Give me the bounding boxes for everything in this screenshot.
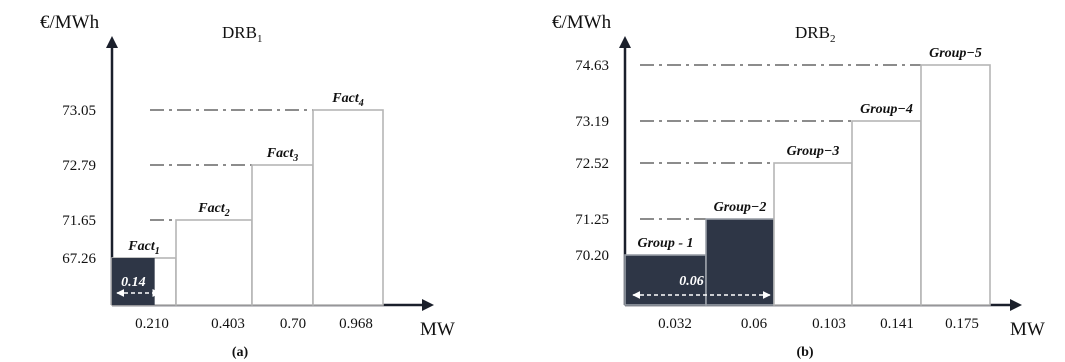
y-tick-label: 70.20 <box>575 248 609 264</box>
x-tick-label: 0.403 <box>211 316 245 332</box>
block-label: Fact3 <box>266 146 298 164</box>
price-block <box>251 164 314 306</box>
x-tick-label: 0.968 <box>339 316 373 332</box>
y-tick-label: 73.05 <box>62 103 96 119</box>
y-tick-label: 72.79 <box>62 158 96 174</box>
panel-b-plot: 70.20 71.25 72.52 73.19 74.63 Group - 1 Group−… <box>575 36 1022 332</box>
highlight-value-label: 0.14 <box>121 275 146 290</box>
x-tick-label: 0.141 <box>880 316 914 332</box>
panel-b-title: DRB2 <box>795 23 835 45</box>
panel-a-ylabel: €/MWh <box>40 12 100 33</box>
block-label: Fact4 <box>331 91 363 109</box>
y-axis-arrow <box>619 36 631 48</box>
y-tick-label: 71.25 <box>575 212 609 228</box>
panel-b-caption: (b) <box>796 345 813 360</box>
panel-b-xlabel: MW <box>1010 319 1045 340</box>
x-tick-label: 0.70 <box>280 316 306 332</box>
x-tick-label: 0.175 <box>945 316 979 332</box>
x-axis-arrow <box>1010 299 1022 311</box>
y-tick-label: 67.26 <box>62 251 96 267</box>
y-axis-arrow <box>106 36 118 48</box>
highlight-region <box>112 258 155 305</box>
price-block <box>312 109 384 306</box>
x-tick-label: 0.06 <box>741 316 768 332</box>
y-tick-label: 74.63 <box>575 58 609 74</box>
price-block <box>851 120 922 306</box>
block-label: Group - 1 <box>637 236 693 251</box>
x-tick-label: 0.103 <box>812 316 846 332</box>
block-label: Fact2 <box>197 201 229 219</box>
x-tick-label: 0.210 <box>135 316 169 332</box>
price-block <box>773 162 853 306</box>
y-tick-label: 71.65 <box>62 213 96 229</box>
y-tick-label: 72.52 <box>575 156 609 172</box>
block-label: Group−4 <box>860 102 913 117</box>
price-block <box>705 218 775 306</box>
x-tick-label: 0.032 <box>658 316 692 332</box>
block-label: Group−2 <box>714 200 767 215</box>
price-block <box>175 219 253 306</box>
block-label: Group−3 <box>787 144 840 159</box>
block-label: Group−5 <box>929 46 982 61</box>
panel-a-caption: (a) <box>232 345 249 360</box>
panel-b-ylabel: €/MWh <box>552 12 612 33</box>
y-tick-label: 73.19 <box>575 114 609 130</box>
panel-a-xlabel: MW <box>420 319 455 340</box>
panel-a-plot: 67.26 71.65 72.79 73.05 Fact1 Fact2 Fact3 Fact4… <box>62 36 434 332</box>
price-block <box>920 64 991 306</box>
block-label: Fact1 <box>127 239 159 257</box>
x-axis-arrow <box>422 299 434 311</box>
panel-a-title: DRB1 <box>222 23 262 45</box>
highlight-value-label: 0.06 <box>679 274 704 289</box>
